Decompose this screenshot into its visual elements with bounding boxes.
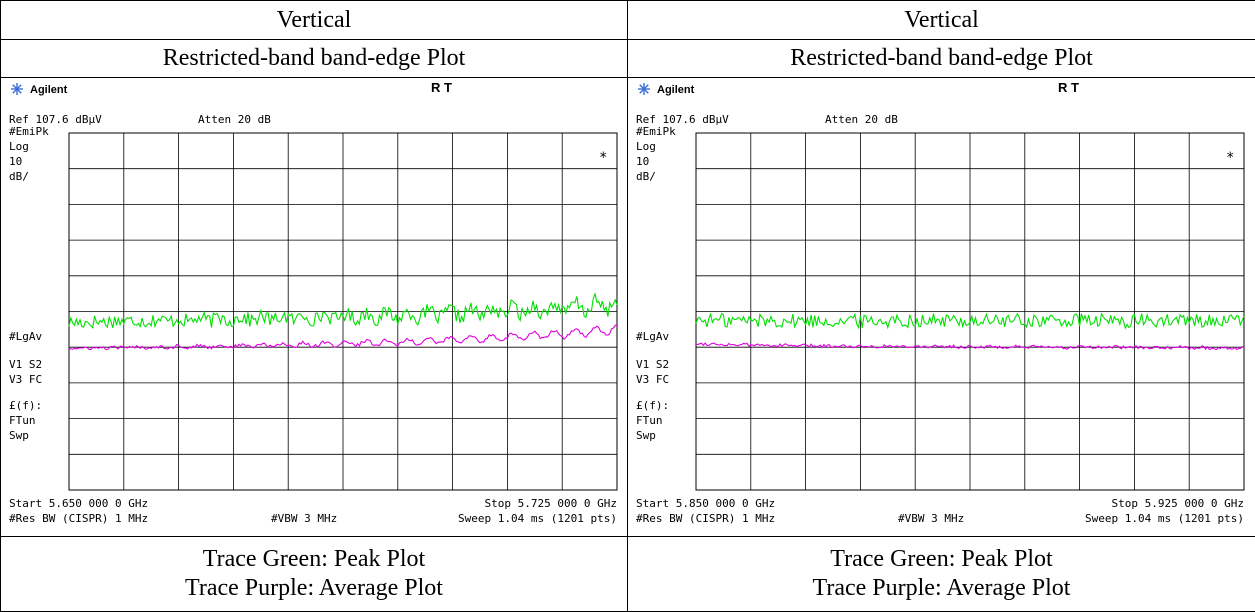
brand-label: Agilent xyxy=(30,84,68,96)
resolution-bandwidth: #Res BW (CISPR) 1 MHz xyxy=(636,512,775,525)
start-frequency: Start 5.850 000 0 GHz xyxy=(636,497,775,510)
peak-trace-note: Trace Green: Peak Plot xyxy=(628,545,1255,574)
attenuation: Atten 20 dB xyxy=(198,113,271,126)
video-bandwidth: #VBW 3 MHz xyxy=(898,512,964,525)
side-annotation: V3 FC xyxy=(9,373,42,386)
side-annotation: #LgAv xyxy=(9,330,42,343)
stop-frequency: Stop 5.925 000 0 GHz xyxy=(1112,497,1244,510)
marker-symbol: * xyxy=(1226,150,1234,166)
agilent-logo-icon xyxy=(11,83,23,95)
side-annotation: #LgAv xyxy=(636,330,669,343)
mode-indicator: R T xyxy=(431,80,452,95)
sweep-time: Sweep 1.04 ms (1201 pts) xyxy=(1085,512,1244,525)
side-annotation: 10 xyxy=(9,155,22,168)
side-annotation: V3 FC xyxy=(636,373,669,386)
side-annotation: Log xyxy=(636,140,656,153)
side-annotation: #EmiPk xyxy=(636,125,676,138)
panel-subtitle: Restricted-band band-edge Plot xyxy=(628,40,1255,78)
legend-note: Trace Green: Peak Plot Trace Purple: Ave… xyxy=(1,537,628,612)
side-annotation: V1 S2 xyxy=(636,358,669,371)
panel-title: Vertical xyxy=(1,1,628,40)
side-annotation: Log xyxy=(9,140,29,153)
side-annotation: FTun xyxy=(636,414,663,427)
side-annotation: Swp xyxy=(9,429,29,442)
sweep-time: Sweep 1.04 ms (1201 pts) xyxy=(458,512,617,525)
brand-label: Agilent xyxy=(657,84,695,96)
panel-title: Vertical xyxy=(628,1,1255,40)
average-trace-note: Trace Purple: Average Plot xyxy=(628,574,1255,603)
agilent-logo-icon xyxy=(638,83,650,95)
side-annotation: dB/ xyxy=(636,170,656,183)
panel-subtitle: Restricted-band band-edge Plot xyxy=(1,40,628,78)
legend-note: Trace Green: Peak Plot Trace Purple: Ave… xyxy=(628,537,1255,612)
side-annotation: V1 S2 xyxy=(9,358,42,371)
mode-indicator: R T xyxy=(1058,80,1079,95)
resolution-bandwidth: #Res BW (CISPR) 1 MHz xyxy=(9,512,148,525)
side-annotation: FTun xyxy=(9,414,36,427)
side-annotation: £(f): xyxy=(636,399,669,412)
attenuation: Atten 20 dB xyxy=(825,113,898,126)
video-bandwidth: #VBW 3 MHz xyxy=(271,512,337,525)
stop-frequency: Stop 5.725 000 0 GHz xyxy=(485,497,617,510)
side-annotation: #EmiPk xyxy=(9,125,49,138)
peak-trace-note: Trace Green: Peak Plot xyxy=(1,545,627,574)
side-annotation: 10 xyxy=(636,155,649,168)
side-annotation: £(f): xyxy=(9,399,42,412)
side-annotation: dB/ xyxy=(9,170,29,183)
marker-symbol: * xyxy=(599,150,607,166)
side-annotation: Swp xyxy=(636,429,656,442)
average-trace-note: Trace Purple: Average Plot xyxy=(1,574,627,603)
start-frequency: Start 5.650 000 0 GHz xyxy=(9,497,148,510)
